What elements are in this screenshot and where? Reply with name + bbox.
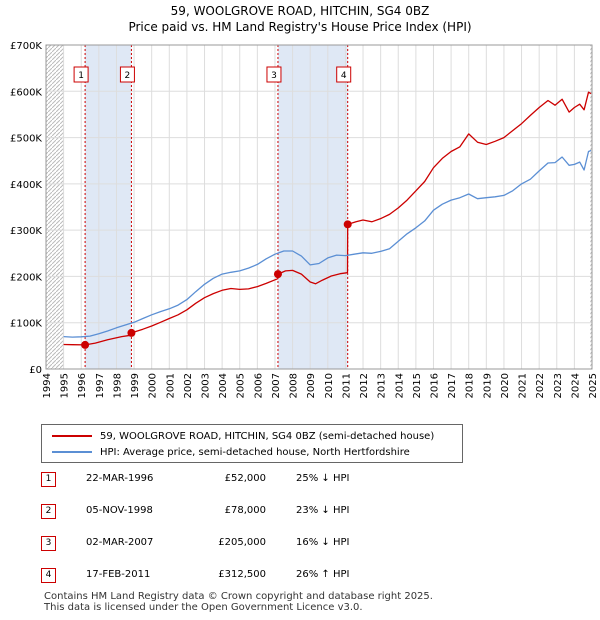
x-tick-label: 1994: [42, 373, 53, 398]
sale-price: £52,000: [224, 473, 266, 484]
legend-entry-hpi: HPI: Average price, semi-detached house,…: [52, 445, 410, 459]
x-tick-label: 2018: [465, 373, 476, 398]
sale-price: £78,000: [224, 505, 266, 516]
x-tick-label: 2025: [588, 373, 599, 398]
y-tick-label: £300K: [10, 226, 42, 237]
x-tick-label: 2002: [183, 373, 194, 398]
sale-number-badge: 1: [41, 472, 56, 487]
x-tick-label: 1998: [112, 373, 123, 398]
x-tick-label: 2001: [165, 373, 176, 398]
y-tick-label: £0: [29, 365, 42, 376]
legend-swatch-hpi: [52, 451, 92, 453]
sale-point: [127, 328, 136, 337]
x-tick-label: 2009: [306, 373, 317, 398]
sale-point: [343, 220, 352, 229]
sale-hpi-diff: 25% ↓ HPI: [296, 473, 350, 484]
x-tick-label: 2005: [236, 373, 247, 398]
x-tick-label: 2016: [429, 373, 440, 398]
sale-hpi-diff: 23% ↓ HPI: [296, 505, 350, 516]
sale-date: 05-NOV-1998: [86, 505, 153, 516]
hatched-region: [590, 45, 592, 369]
sale-label-text: 3: [271, 71, 277, 81]
x-tick-label: 2010: [324, 373, 335, 398]
x-tick-label: 2003: [201, 373, 212, 398]
price-chart: 1 2 3 4 £0 £100K £200K £300K £400K £500K £600K £700…: [10, 41, 599, 398]
sale-hpi-diff: 26% ↑ HPI: [296, 569, 350, 580]
x-tick-label: 2020: [500, 373, 511, 398]
sale-price: £205,000: [218, 537, 266, 548]
legend-label-property: 59, WOOLGROVE ROAD, HITCHIN, SG4 0BZ (se…: [100, 430, 435, 442]
sale-label-text: 2: [125, 71, 131, 81]
legend-entry-property: 59, WOOLGROVE ROAD, HITCHIN, SG4 0BZ (se…: [52, 429, 434, 443]
x-tick-label: 2006: [253, 373, 264, 398]
x-tick-label: 1995: [60, 373, 71, 398]
sale-label-box: [266, 66, 282, 83]
x-tick-label: 2011: [341, 373, 352, 398]
footer-line1: Contains HM Land Registry data © Crown c…: [44, 591, 433, 602]
sale-date: 22-MAR-1996: [86, 473, 154, 484]
chart-title-line1: 59, WOOLGROVE ROAD, HITCHIN, SG4 0BZ: [170, 4, 430, 18]
ownership-period-band: [277, 45, 348, 369]
sale-label-text: 4: [341, 71, 347, 81]
legend-label-hpi: HPI: Average price, semi-detached house,…: [100, 446, 410, 458]
sale-row: 4 17-FEB-2011 £312,500 26% ↑ HPI: [41, 568, 441, 584]
x-tick-label: 2004: [218, 373, 229, 398]
sale-number-badge: 4: [41, 568, 56, 583]
sale-label-text: 1: [78, 71, 84, 81]
y-tick-label: £600K: [10, 87, 42, 98]
footer-line2: This data is licensed under the Open Gov…: [44, 602, 363, 613]
y-tick-label: £400K: [10, 180, 42, 191]
ownership-period-band: [85, 45, 132, 369]
x-tick-label: 2023: [553, 373, 564, 398]
x-tick-label: 2008: [289, 373, 300, 398]
x-tick-label: 2019: [482, 373, 493, 398]
sale-price: £312,500: [218, 569, 266, 580]
property-price-line: [63, 91, 592, 346]
x-tick-label: 2024: [570, 373, 581, 398]
sale-number-badge: 2: [41, 504, 56, 519]
hpi-line: [63, 149, 592, 338]
x-tick-label: 1997: [95, 373, 106, 398]
y-tick-label: £500K: [10, 134, 42, 145]
sale-label-box: [336, 66, 352, 83]
sale-hpi-diff: 16% ↓ HPI: [296, 537, 350, 548]
legend-swatch-property: [52, 435, 92, 437]
plot-frame: [45, 44, 593, 370]
sale-row: 3 02-MAR-2007 £205,000 16% ↓ HPI: [41, 536, 441, 552]
x-tick-label: 2021: [518, 373, 529, 398]
sale-label-box: [73, 66, 89, 83]
x-tick-label: 1996: [77, 373, 88, 398]
x-tick-label: 2007: [271, 373, 282, 398]
sale-row: 1 22-MAR-1996 £52,000 25% ↓ HPI: [41, 472, 441, 488]
sale-date: 17-FEB-2011: [86, 569, 151, 580]
y-tick-label: £700K: [10, 41, 42, 52]
x-tick-label: 2022: [535, 373, 546, 398]
x-tick-label: 1999: [130, 373, 141, 398]
chart-title-line2: Price paid vs. HM Land Registry's House …: [128, 20, 472, 34]
x-tick-label: 2013: [377, 373, 388, 398]
footer-notice: Contains HM Land Registry data © Crown c…: [44, 591, 433, 613]
x-tick-label: 2014: [394, 373, 405, 398]
x-tick-label: 2000: [148, 373, 159, 398]
y-tick-label: £200K: [10, 272, 42, 283]
x-tick-label: 2017: [447, 373, 458, 398]
x-tick-label: 2015: [412, 373, 423, 398]
sale-row: 2 05-NOV-1998 £78,000 23% ↓ HPI: [41, 504, 441, 520]
y-tick-label: £100K: [10, 319, 42, 330]
chart-legend: 59, WOOLGROVE ROAD, HITCHIN, SG4 0BZ (se…: [41, 424, 463, 463]
sale-point: [81, 340, 90, 349]
chart-title: 59, WOOLGROVE ROAD, HITCHIN, SG4 0BZ Pri…: [0, 3, 600, 35]
hatched-region: [46, 45, 64, 369]
sale-point: [273, 270, 282, 279]
sale-date: 02-MAR-2007: [86, 537, 154, 548]
sale-label-box: [119, 66, 135, 83]
x-tick-label: 2012: [359, 373, 370, 398]
sale-number-badge: 3: [41, 536, 56, 551]
